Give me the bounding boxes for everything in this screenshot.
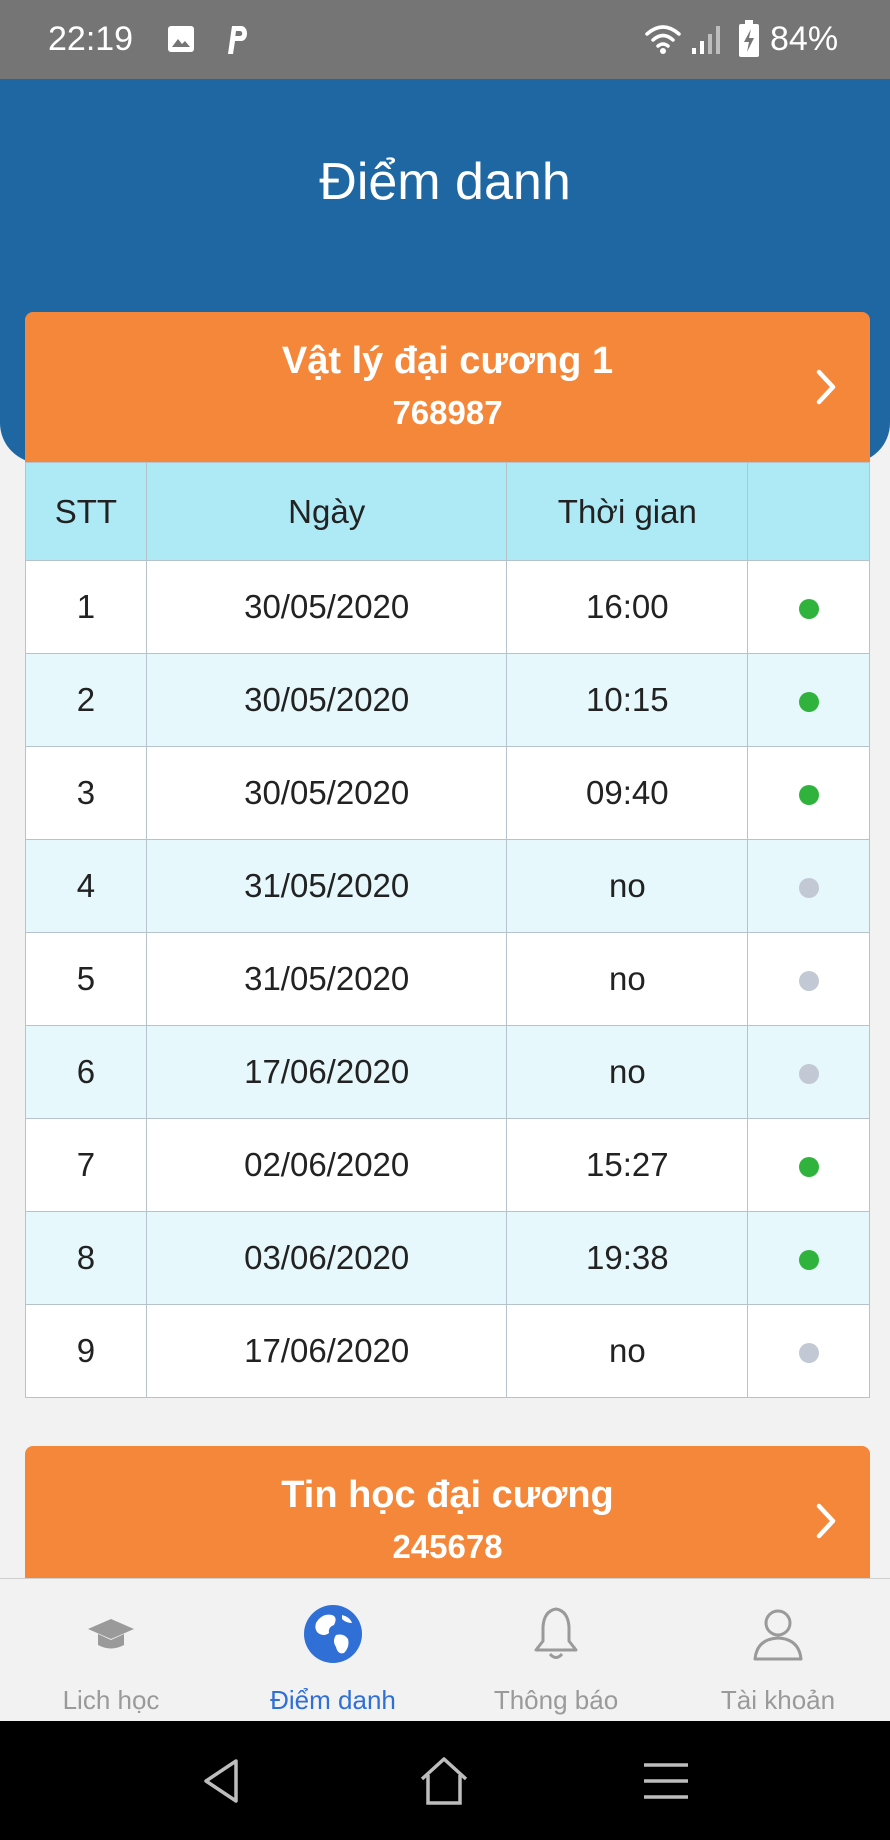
row-status — [747, 560, 870, 654]
status-dot — [798, 878, 819, 899]
course-code: 245678 — [392, 1528, 503, 1565]
row-stt: 5 — [25, 932, 147, 1026]
table-row: 7 02/06/2020 15:27 — [25, 1118, 870, 1212]
row-time: 10:15 — [506, 653, 749, 747]
row-time: no — [506, 1304, 749, 1398]
status-dot — [798, 1343, 819, 1364]
row-stt: 8 — [25, 1211, 147, 1305]
row-time: 09:40 — [506, 746, 749, 840]
status-dot — [798, 1157, 819, 1178]
tab-tai-khoan[interactable]: Tài khoản — [667, 1579, 889, 1722]
tab-thong-bao[interactable]: Thông báo — [445, 1579, 667, 1722]
home-icon[interactable] — [416, 1753, 472, 1809]
course-name: Tin học đại cương — [281, 1474, 614, 1516]
row-status — [747, 1118, 870, 1212]
row-time: 16:00 — [506, 560, 749, 654]
row-date: 30/05/2020 — [145, 653, 508, 747]
tab-lich-hoc[interactable]: Lich học — [0, 1579, 222, 1722]
row-stt: 9 — [25, 1304, 147, 1398]
row-time: 15:27 — [506, 1118, 749, 1212]
tab-label: Điểm danh — [270, 1685, 396, 1715]
battery-percent: 84% — [770, 20, 839, 58]
row-date: 02/06/2020 — [145, 1118, 508, 1212]
table-row: 2 30/05/2020 10:15 — [25, 653, 870, 747]
table-row: 6 17/06/2020 no — [25, 1025, 870, 1119]
chevron-right-icon — [816, 369, 836, 405]
header-stt: STT — [25, 462, 147, 561]
status-time: 22:19 — [48, 20, 134, 58]
row-status — [747, 746, 870, 840]
row-time: no — [506, 839, 749, 933]
row-status — [747, 932, 870, 1026]
table-row: 5 31/05/2020 no — [25, 932, 870, 1026]
attendance-table: STT Ngày Thời gian 1 30/05/2020 16:00 2 … — [25, 462, 870, 1398]
course-card-vat-ly[interactable]: Vật lý đại cương 1 768987 — [25, 312, 870, 464]
row-date: 17/06/2020 — [145, 1304, 508, 1398]
table-row: 4 31/05/2020 no — [25, 839, 870, 933]
row-status — [747, 839, 870, 933]
menu-icon[interactable] — [638, 1753, 694, 1809]
p-app-icon — [228, 26, 247, 54]
status-dot — [798, 692, 819, 713]
row-stt: 1 — [25, 560, 147, 654]
wifi-icon — [645, 25, 681, 54]
row-date: 30/05/2020 — [145, 560, 508, 654]
course-name: Vật lý đại cương 1 — [281, 340, 614, 382]
graduation-cap-icon — [88, 1619, 134, 1649]
row-date: 03/06/2020 — [145, 1211, 508, 1305]
row-time: 19:38 — [506, 1211, 749, 1305]
row-date: 31/05/2020 — [145, 932, 508, 1026]
row-status — [747, 1025, 870, 1119]
status-dot — [798, 785, 819, 806]
battery-charging-icon — [739, 20, 759, 57]
signal-icon — [692, 26, 720, 54]
status-dot — [798, 971, 819, 992]
status-dot — [798, 599, 819, 620]
table-header-row: STT Ngày Thời gian — [25, 462, 870, 561]
bell-icon — [534, 1607, 578, 1659]
row-stt: 4 — [25, 839, 147, 933]
tab-label: Tài khoản — [720, 1685, 836, 1715]
table-row: 9 17/06/2020 no — [25, 1304, 870, 1398]
row-stt: 7 — [25, 1118, 147, 1212]
header-date: Ngày — [145, 462, 508, 561]
table-row: 8 03/06/2020 19:38 — [25, 1211, 870, 1305]
row-time: no — [506, 932, 749, 1026]
row-status — [747, 653, 870, 747]
page-title: Điểm danh — [319, 153, 571, 211]
row-status — [747, 1211, 870, 1305]
row-stt: 3 — [25, 746, 147, 840]
status-bar: 22:19 84% — [0, 0, 890, 79]
back-icon[interactable] — [194, 1753, 250, 1809]
row-stt: 2 — [25, 653, 147, 747]
row-date: 31/05/2020 — [145, 839, 508, 933]
status-dot — [798, 1250, 819, 1271]
status-dot — [798, 1064, 819, 1085]
row-date: 30/05/2020 — [145, 746, 508, 840]
row-time: no — [506, 1025, 749, 1119]
header-time: Thời gian — [506, 462, 749, 561]
image-icon — [168, 26, 194, 52]
tab-diem-danh[interactable]: Điểm danh — [222, 1579, 444, 1722]
row-status — [747, 1304, 870, 1398]
tab-label: Thông báo — [493, 1685, 619, 1715]
system-nav-bar — [0, 1721, 890, 1840]
bottom-tab-bar: Lich học Điểm danh Thông báo Tài khoản — [0, 1578, 890, 1721]
user-icon — [753, 1609, 803, 1661]
header-status — [747, 462, 870, 561]
table-row: 3 30/05/2020 09:40 — [25, 746, 870, 840]
globe-icon — [304, 1605, 362, 1663]
table-row: 1 30/05/2020 16:00 — [25, 560, 870, 654]
row-stt: 6 — [25, 1025, 147, 1119]
chevron-right-icon — [816, 1503, 836, 1539]
course-card-tin-hoc[interactable]: Tin học đại cương 245678 — [25, 1446, 870, 1578]
row-date: 17/06/2020 — [145, 1025, 508, 1119]
course-code: 768987 — [392, 394, 503, 431]
tab-label: Lich học — [62, 1685, 160, 1715]
